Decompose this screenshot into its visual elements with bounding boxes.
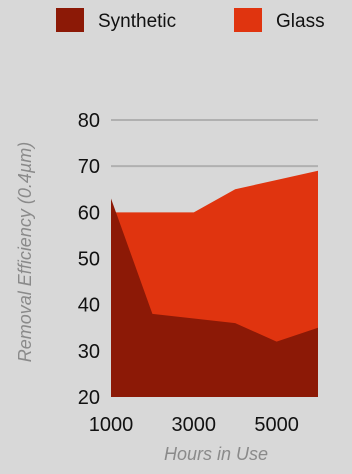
y-tick-label: 60 [78, 202, 100, 224]
x-tick-label: 3000 [172, 414, 217, 436]
area-series-synthetic [111, 198, 318, 397]
legend-swatch-synthetic [56, 8, 84, 32]
legend-swatch-glass [234, 8, 262, 32]
y-axis-ticks: 80 70 60 50 40 30 20 [78, 110, 100, 409]
y-tick-label: 30 [78, 341, 100, 363]
legend-item-synthetic[interactable]: Synthetic [56, 8, 176, 32]
x-tick-label: 5000 [254, 414, 299, 436]
y-tick-label: 50 [78, 249, 100, 271]
x-axis-ticks: 1000 3000 5000 [89, 414, 299, 436]
legend-label-synthetic: Synthetic [98, 11, 176, 32]
x-axis-title: Hours in Use [164, 444, 268, 464]
legend-label-glass: Glass [276, 11, 325, 32]
y-tick-label: 70 [78, 156, 100, 178]
y-tick-label: 40 [78, 295, 100, 317]
y-tick-label: 20 [78, 387, 100, 409]
series-areas [111, 170, 318, 397]
gridlines [111, 119, 318, 168]
y-axis-title: Removal Efficiency (0.4µm) [15, 142, 35, 362]
legend-item-glass[interactable]: Glass [234, 8, 325, 32]
legend: Synthetic Glass [56, 8, 325, 32]
x-tick-label: 1000 [89, 414, 134, 436]
y-tick-label: 80 [78, 110, 100, 132]
